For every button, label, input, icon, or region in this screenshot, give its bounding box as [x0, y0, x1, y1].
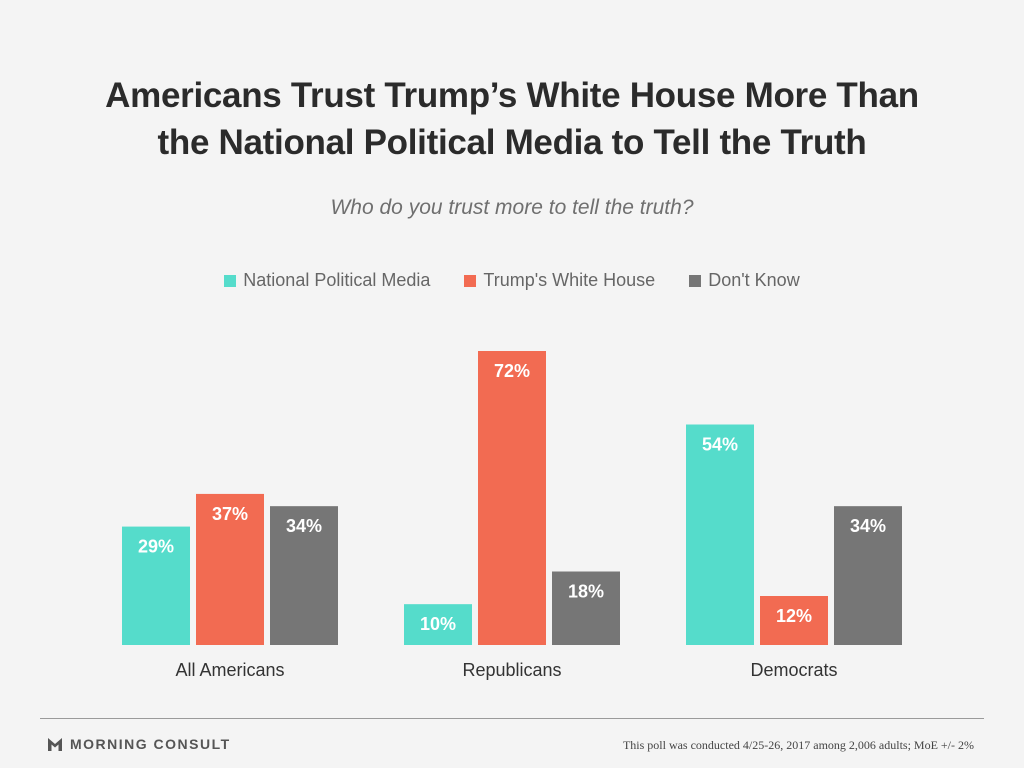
legend-item-trumps-white-house: Trump's White House — [464, 270, 655, 291]
chart-title-line-1: Americans Trust Trump’s White House More… — [105, 76, 919, 115]
legend: National Political Media Trump's White H… — [0, 270, 1024, 291]
bar-all-americans-national-political-media — [122, 526, 190, 645]
brand-name: MORNING CONSULT — [70, 736, 231, 752]
legend-swatch-trumps-white-house — [464, 274, 477, 287]
brand-logo: MORNING CONSULT — [48, 736, 231, 752]
poll-footnote: This poll was conducted 4/25-26, 2017 am… — [622, 738, 974, 752]
bar-label-democrats-trump-s-white-house: 12% — [776, 606, 812, 626]
bar-label-democrats-don-t-know: 34% — [850, 516, 886, 536]
legend-item-national-political-media: National Political Media — [224, 270, 430, 291]
bar-chart: 29% 37% 34% All Americans 10% 72% 18% Republica… — [122, 351, 902, 680]
category-label-democrats: Democrats — [750, 660, 837, 680]
footer-divider — [40, 718, 984, 719]
chart-title: Americans Trust Trump’s White House More… — [0, 72, 1024, 166]
chart-subtitle: Who do you trust more to tell the truth? — [330, 196, 694, 219]
category-label-republicans: Republicans — [462, 660, 561, 680]
bar-democrats-national-political-media — [686, 424, 754, 645]
bar-label-republicans-national-political-media: 10% — [420, 614, 456, 634]
bar-all-americans-trump-s-white-house — [196, 493, 264, 645]
bar-label-democrats-national-political-media: 54% — [702, 435, 738, 455]
legend-swatch-dont-know — [689, 274, 702, 287]
category-label-all-americans: All Americans — [175, 660, 284, 680]
bar-democrats-don-t-know — [834, 506, 902, 645]
bar-democrats-trump-s-white-house — [760, 596, 828, 645]
legend-label-trumps-white-house: Trump's White House — [483, 270, 656, 290]
bar-all-americans-don-t-know — [270, 506, 338, 645]
bar-label-republicans-don-t-know: 18% — [568, 582, 604, 602]
bar-label-republicans-trump-s-white-house: 72% — [494, 361, 530, 381]
legend-item-dont-know: Don't Know — [689, 270, 800, 291]
bar-label-all-americans-national-political-media: 29% — [138, 537, 174, 557]
chart-title-line-2: the National Political Media to Tell the… — [157, 123, 867, 162]
legend-label-dont-know: Don't Know — [708, 270, 800, 290]
morning-consult-logo-icon — [48, 737, 62, 751]
bar-label-all-americans-trump-s-white-house: 37% — [212, 504, 248, 524]
legend-label-national-political-media: National Political Media — [243, 270, 431, 290]
bar-republicans-don-t-know — [552, 571, 620, 645]
bar-republicans-national-political-media — [404, 604, 472, 645]
bar-label-all-americans-don-t-know: 34% — [286, 516, 322, 536]
legend-swatch-national-political-media — [224, 274, 237, 287]
bar-republicans-trump-s-white-house — [478, 351, 546, 645]
